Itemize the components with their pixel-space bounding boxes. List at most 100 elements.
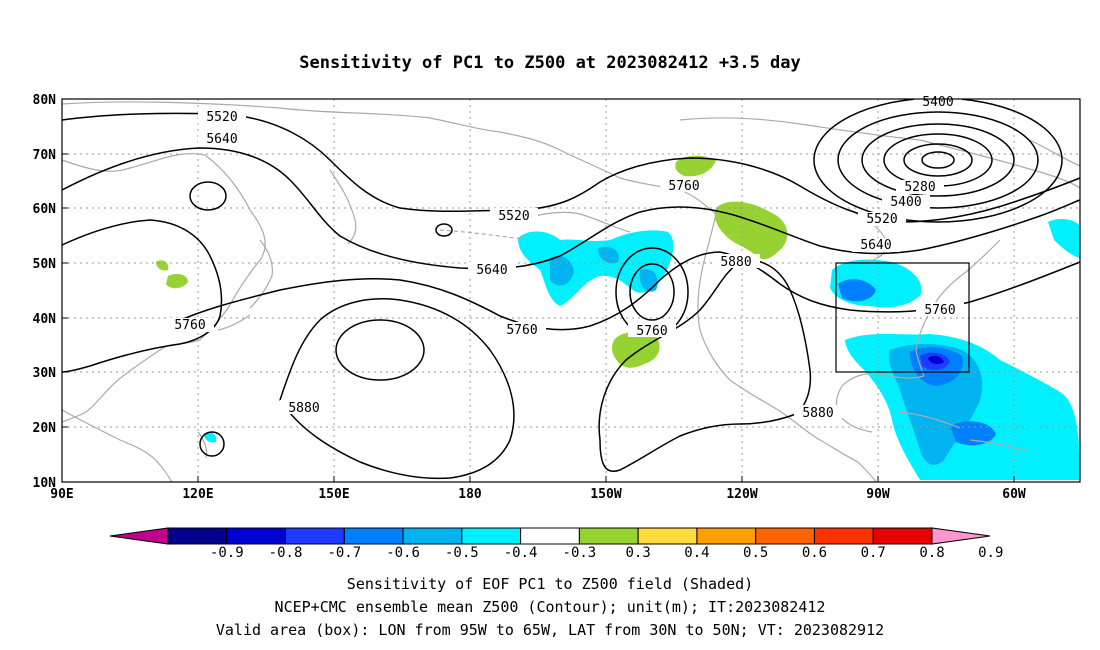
contour-label: 5400 [922, 95, 953, 110]
lon-label: 150E [318, 487, 349, 502]
shaded-sensitivity [156, 155, 1080, 480]
colorbar-swatch [226, 527, 287, 545]
contour-labels: 5400 5520 5640 5280 5400 5520 5640 5760 … [166, 94, 964, 421]
shade-east-neg [1048, 219, 1080, 258]
contour-label: 5880 [720, 255, 751, 270]
colorbar-swatch [696, 527, 757, 545]
lat-label: 30N [33, 366, 57, 381]
colorbar-label: -0.8 [269, 545, 303, 561]
lat-label: 70N [33, 148, 57, 163]
shade-carib-neg [950, 421, 996, 446]
colorbar-swatch [461, 527, 522, 545]
contour-arctic-5 [903, 143, 973, 177]
lon-label: 90E [50, 487, 73, 502]
contour-5760 [61, 219, 223, 373]
contour-arctic-3 [861, 123, 1015, 197]
contour-arctic-6 [921, 151, 955, 169]
shade-pos-canada [714, 201, 788, 260]
lat-label: 20N [33, 421, 57, 436]
colorbar-labels: -0.9 -0.8 -0.7 -0.6 -0.5 -0.4 -0.3 0.3 0.4 0.5 0.6… [210, 545, 1004, 561]
contour-label: 5760 [174, 318, 205, 333]
colorbar-label: 0.7 [861, 545, 886, 561]
contour-5760b [169, 251, 1081, 331]
shade-pi-neg [204, 432, 217, 443]
contour-label: 5760 [668, 179, 699, 194]
lat-label: 10N [33, 476, 57, 491]
colorbar [109, 527, 991, 545]
contour-label: 5640 [860, 238, 891, 253]
shade-atlantic-neg2 [838, 279, 876, 302]
caption-line-1: Sensitivity of EOF PC1 to Z500 field (Sh… [347, 575, 753, 593]
contour-5640 [61, 147, 1081, 270]
lon-label: 90W [866, 487, 890, 502]
graticule [62, 99, 1080, 482]
coastlines [61, 101, 1081, 483]
map-panel: 5400 5520 5640 5280 5400 5520 5640 5760 … [33, 93, 1081, 502]
shade-gulf-neg5 [928, 355, 944, 365]
contour-label: 5520 [498, 209, 529, 224]
contour-label: 5880 [288, 401, 319, 416]
colorbar-swatch [520, 527, 580, 545]
shade-pos-asia2 [166, 274, 188, 289]
colorbar-label: -0.3 [563, 545, 597, 561]
colorbar-label: 0.4 [684, 545, 709, 561]
colorbar-label: 0.5 [743, 545, 768, 561]
lat-label: 60N [33, 202, 57, 217]
lon-label: 60W [1002, 487, 1026, 502]
contour-label: 5760 [506, 323, 537, 338]
contour-small-asia [189, 181, 227, 211]
lat-label: 50N [33, 257, 57, 272]
colorbar-end-right [931, 527, 991, 545]
colorbar-label: -0.9 [210, 545, 244, 561]
colorbar-label: -0.7 [327, 545, 361, 561]
colorbar-label: -0.6 [386, 545, 420, 561]
valid-area-box [835, 262, 970, 373]
colorbar-swatch [285, 527, 345, 545]
contour-small-kam [435, 223, 453, 237]
colorbar-label: 0.8 [919, 545, 944, 561]
contour-5880 [279, 298, 515, 480]
colorbar-swatch [637, 527, 698, 545]
colorbar-label: 0.9 [978, 545, 1003, 561]
colorbar-swatch [813, 527, 874, 545]
figure-title: Sensitivity of PC1 to Z500 at 2023082412… [299, 53, 801, 73]
contour-arctic-2 [837, 111, 1039, 209]
contour-label: 5520 [866, 212, 897, 227]
axis-ticks [62, 98, 1015, 482]
lon-label: 180 [458, 487, 482, 502]
lat-label: 40N [33, 312, 57, 327]
lat-label: 80N [33, 93, 57, 108]
shade-pacific-neg [518, 230, 674, 306]
contour-label: 5400 [890, 195, 921, 210]
colorbar-swatch [578, 527, 639, 545]
shade-pos-pacific [612, 331, 660, 368]
longitude-labels: 90E 120E 150E 180 150W 120W 90W 60W [50, 487, 1026, 502]
caption-line-2: NCEP+CMC ensemble mean Z500 (Contour); u… [275, 598, 826, 616]
contour-low-pacific-2 [629, 263, 675, 321]
contour-label: 5760 [924, 303, 955, 318]
contour-label: 5760 [636, 324, 667, 339]
colorbar-end-left [109, 527, 169, 545]
contour-label: 5280 [904, 180, 935, 195]
colorbar-swatch [872, 527, 933, 545]
contour-label: 5640 [476, 263, 507, 278]
lon-label: 120E [182, 487, 213, 502]
contour-label: 5520 [206, 110, 237, 125]
colorbar-label: 0.6 [802, 545, 827, 561]
shade-pos-alaska [675, 155, 716, 177]
contour-label: 5640 [206, 132, 237, 147]
lon-label: 120W [726, 487, 757, 502]
latitude-labels: 80N 70N 60N 50N 40N 30N 20N 10N [33, 93, 57, 491]
colorbar-swatch [343, 527, 404, 545]
lon-label: 150W [590, 487, 621, 502]
contour-label: 5880 [802, 406, 833, 421]
colorbar-label: 0.3 [626, 545, 651, 561]
contour-high-west [335, 319, 425, 381]
map-frame [61, 98, 1081, 483]
colorbar-label: -0.5 [445, 545, 479, 561]
colorbar-label: -0.4 [504, 545, 538, 561]
colorbar-swatch [755, 527, 815, 545]
shade-pacific-neg4 [598, 246, 619, 264]
colorbar-swatch [167, 527, 228, 545]
